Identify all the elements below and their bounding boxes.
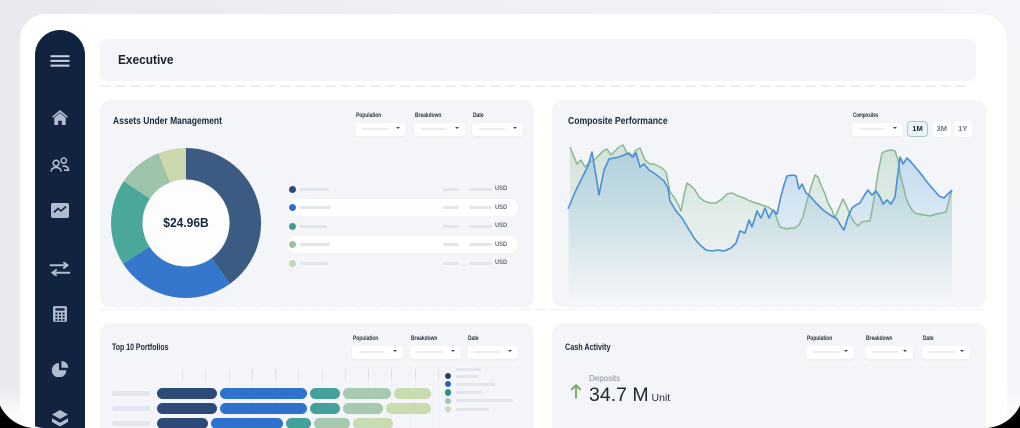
svg-text:$24.96B: $24.96B: [163, 215, 209, 230]
